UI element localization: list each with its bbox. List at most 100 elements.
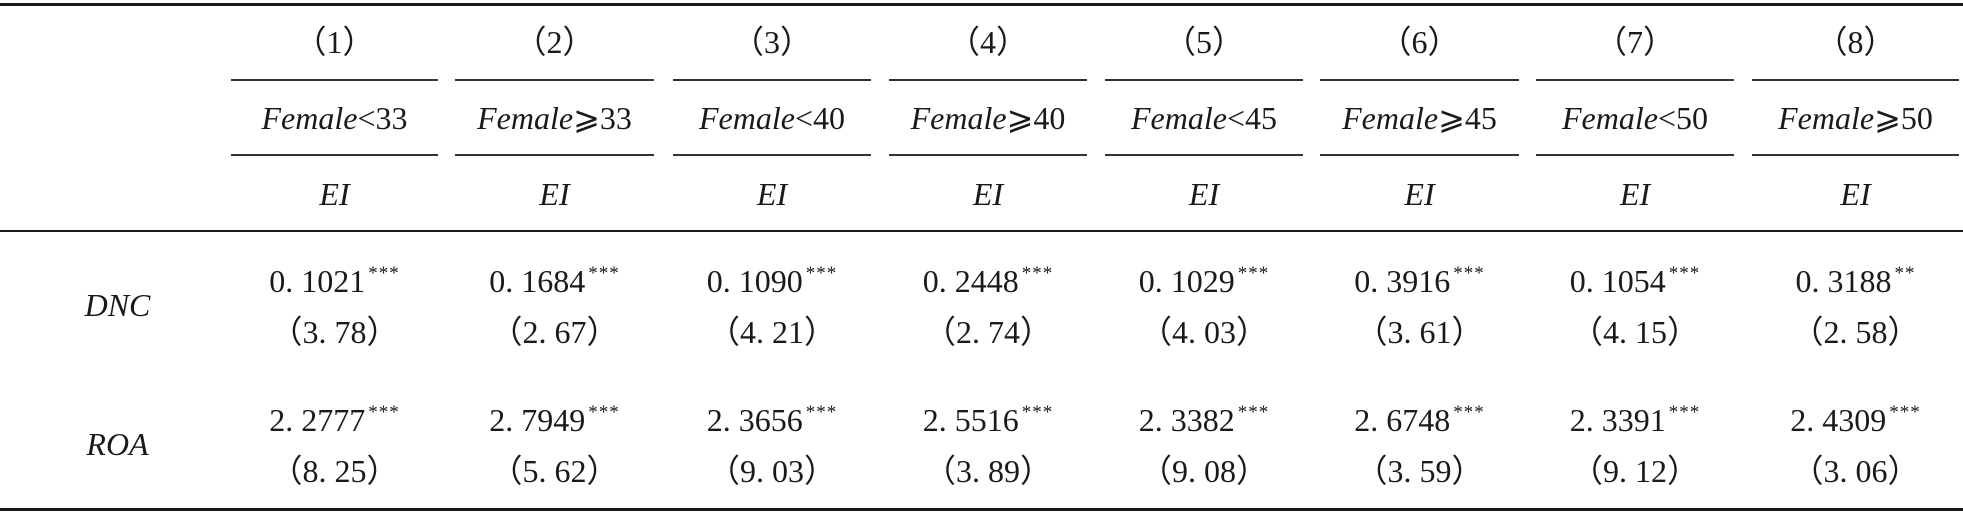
t-statistic-cell: （5. 62） — [490, 453, 619, 489]
coefficient-cell: 0. 1090 *** — [673, 254, 871, 301]
dependent-variable: EI — [539, 176, 570, 212]
coefficient-value: 0. 3916 — [1354, 263, 1451, 299]
dependent-variable: EI — [972, 176, 1004, 212]
table-bottom-rule — [0, 508, 1963, 511]
coefficient-cell: 0. 1054 *** — [1536, 254, 1734, 301]
significance-stars: *** — [1668, 402, 1701, 423]
significance-stars: *** — [1237, 402, 1270, 423]
column-group-header: Female⩾33 — [455, 98, 654, 138]
coefficient-value: 2. 7949 — [489, 402, 586, 438]
coefficient-value: 2. 4309 — [1790, 402, 1887, 438]
table-column-8: （8） Female⩾50 EI 0. 3188 ** （2. 58） 2. 43… — [1752, 0, 1959, 514]
coefficient-value: 0. 1090 — [706, 263, 803, 299]
t-statistic-cell: （4. 15） — [1570, 314, 1699, 350]
coefficient-value: 0. 3188 — [1795, 263, 1892, 299]
column-group-header: Female⩾45 — [1320, 98, 1519, 138]
coefficient-cell: 2. 3382 *** — [1105, 393, 1303, 440]
significance-stars: *** — [1237, 263, 1270, 284]
coefficient-value: 0. 1021 — [269, 263, 366, 299]
coefficient-cell: 2. 2777 *** — [231, 393, 438, 440]
group-variable: Female — [910, 100, 1007, 136]
table-column-4: （4） Female⩾40 EI 0. 2448 *** （2. 74） 2. 5… — [889, 0, 1087, 514]
group-condition: ⩾45 — [1438, 100, 1497, 136]
column-number: （4） — [947, 24, 1028, 60]
t-statistic-cell: （9. 08） — [1139, 453, 1268, 489]
coefficient-cell: 0. 1029 *** — [1105, 254, 1303, 301]
column-group-header: Female⩾40 — [889, 98, 1087, 138]
column-number: （7） — [1594, 24, 1675, 60]
column-subrule — [1320, 79, 1519, 81]
coefficient-value: 2. 2777 — [269, 402, 366, 438]
t-statistic-cell: （4. 21） — [707, 314, 836, 350]
significance-stars: *** — [588, 402, 620, 423]
dependent-variable: EI — [756, 176, 788, 212]
coefficient-cell: 0. 3916 *** — [1320, 254, 1519, 301]
column-number: （2） — [514, 24, 595, 60]
column-subrule — [673, 154, 871, 156]
column-group-header: Female<45 — [1105, 98, 1303, 138]
column-subrule — [455, 154, 654, 156]
coefficient-cell: 2. 3656 *** — [673, 393, 871, 440]
column-subrule — [673, 79, 871, 81]
group-condition: <50 — [1657, 100, 1708, 136]
column-group-header: Female<50 — [1536, 98, 1734, 138]
group-variable: Female — [1342, 100, 1439, 136]
significance-stars: *** — [1021, 263, 1054, 284]
coefficient-cell: 2. 6748 *** — [1320, 393, 1519, 440]
significance-stars: *** — [1889, 402, 1921, 423]
coefficient-value: 2. 5516 — [922, 402, 1019, 438]
significance-stars: *** — [368, 263, 400, 284]
dependent-variable: EI — [1404, 176, 1435, 212]
column-subrule — [1320, 154, 1519, 156]
group-variable: Female — [1131, 100, 1227, 136]
row-label-dnc: DNC — [84, 287, 151, 323]
t-statistic-cell: （3. 59） — [1355, 453, 1484, 489]
coefficient-cell: 0. 1021 *** — [231, 254, 438, 301]
t-statistic-cell: （2. 74） — [923, 314, 1052, 350]
table-column-6: （6） Female⩾45 EI 0. 3916 *** （3. 61） 2. 6… — [1320, 0, 1519, 514]
significance-stars: *** — [805, 263, 838, 284]
coefficient-value: 0. 1054 — [1569, 263, 1666, 299]
row-label-roa: ROA — [86, 426, 149, 462]
t-statistic-cell: （3. 89） — [923, 453, 1052, 489]
t-statistic-cell: （4. 03） — [1139, 314, 1268, 350]
group-variable: Female — [477, 100, 574, 136]
coefficient-cell: 2. 4309 *** — [1752, 393, 1959, 440]
table-column-3: （3） Female<40 EI 0. 1090 *** （4. 21） 2. 3… — [673, 0, 871, 514]
coefficient-cell: 2. 5516 *** — [889, 393, 1087, 440]
significance-stars: *** — [805, 402, 838, 423]
column-subrule — [231, 154, 438, 156]
column-group-header: Female<40 — [673, 98, 871, 138]
column-subrule — [1105, 79, 1303, 81]
column-number: （6） — [1379, 24, 1460, 60]
column-subrule — [1105, 154, 1303, 156]
group-condition: ⩾50 — [1874, 100, 1933, 136]
dependent-variable: EI — [1619, 176, 1651, 212]
column-subrule — [455, 79, 654, 81]
group-condition: <45 — [1226, 100, 1277, 136]
t-statistic-cell: （9. 03） — [707, 453, 836, 489]
column-subrule — [1752, 154, 1959, 156]
group-variable: Female — [1562, 100, 1658, 136]
dependent-variable: EI — [319, 176, 350, 212]
coefficient-value: 2. 3391 — [1569, 402, 1666, 438]
t-statistic-cell: （3. 78） — [270, 314, 399, 350]
group-condition: ⩾40 — [1006, 100, 1066, 136]
group-variable: Female — [261, 100, 358, 136]
column-subrule — [1536, 154, 1734, 156]
coefficient-value: 0. 1029 — [1138, 263, 1235, 299]
t-statistic-cell: （3. 06） — [1791, 453, 1920, 489]
significance-stars: *** — [1021, 402, 1054, 423]
significance-stars: *** — [1453, 263, 1485, 284]
table-column-5: （5） Female<45 EI 0. 1029 *** （4. 03） 2. 3… — [1105, 0, 1303, 514]
column-subrule — [889, 79, 1087, 81]
coefficient-value: 0. 2448 — [922, 263, 1019, 299]
column-subrule — [231, 79, 438, 81]
coefficient-value: 2. 3656 — [706, 402, 803, 438]
column-subrule — [889, 154, 1087, 156]
group-condition: ⩾33 — [573, 100, 632, 136]
column-group-header: Female<33 — [231, 98, 438, 138]
table-column-7: （7） Female<50 EI 0. 1054 *** （4. 15） 2. 3… — [1536, 0, 1734, 514]
column-number: （1） — [294, 24, 375, 60]
dependent-variable: EI — [1840, 176, 1871, 212]
